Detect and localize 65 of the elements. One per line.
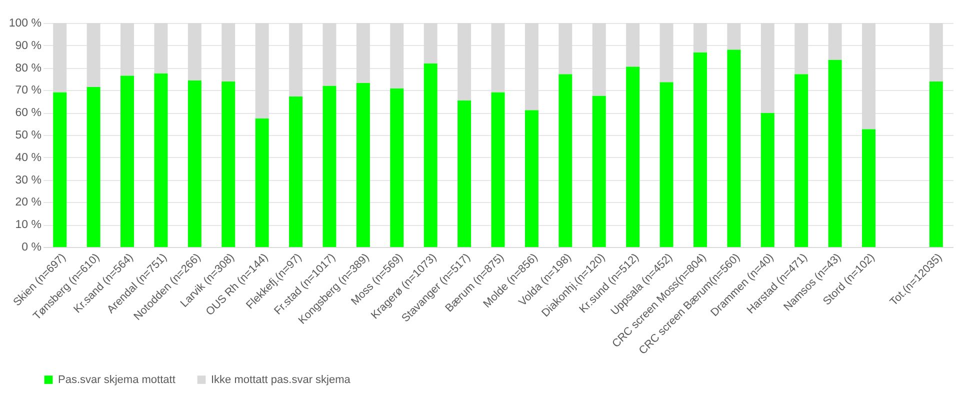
bar xyxy=(491,23,505,92)
bar xyxy=(727,23,741,50)
bar xyxy=(154,73,168,247)
bar xyxy=(390,88,404,247)
bar xyxy=(458,100,472,247)
bar xyxy=(53,92,67,247)
bar xyxy=(794,74,808,247)
bar xyxy=(188,23,202,80)
bar xyxy=(424,63,438,247)
bar xyxy=(660,23,674,82)
y-tick-label: 60 % xyxy=(15,107,42,120)
bar xyxy=(53,23,67,92)
y-tick-label: 0 % xyxy=(22,242,42,254)
bar xyxy=(760,23,774,114)
bar xyxy=(424,23,438,64)
y-tick-label: 70 % xyxy=(15,84,42,97)
bar xyxy=(760,113,774,247)
bar xyxy=(322,23,336,86)
bar xyxy=(188,80,202,247)
bar xyxy=(289,96,303,247)
bar xyxy=(524,23,538,110)
bar xyxy=(120,23,134,76)
bar xyxy=(154,23,168,74)
bar xyxy=(693,52,707,247)
bar xyxy=(390,23,404,88)
y-tick-label: 40 % xyxy=(15,152,42,164)
bar xyxy=(862,23,876,130)
bar xyxy=(862,129,876,247)
bar xyxy=(558,23,572,74)
bar xyxy=(86,23,100,87)
bar xyxy=(626,23,640,67)
y-tick-label: 30 % xyxy=(15,174,42,186)
bar xyxy=(929,81,943,247)
bar xyxy=(727,50,741,247)
bar xyxy=(491,92,505,247)
bar xyxy=(86,86,100,247)
bar xyxy=(828,60,842,247)
y-tick-label: 90 % xyxy=(15,40,42,52)
bar xyxy=(828,23,842,60)
bar xyxy=(356,23,370,84)
y-tick-label: 50 % xyxy=(15,130,42,142)
legend-label: Pas.svar skjema mottatt xyxy=(58,374,176,386)
bar xyxy=(626,66,640,247)
bar xyxy=(592,96,606,247)
bar xyxy=(120,76,134,247)
legend-label: Ikke mottatt pas.svar skjema xyxy=(211,374,352,386)
y-tick-label: 100 % xyxy=(8,18,42,30)
bar xyxy=(289,23,303,96)
bar xyxy=(794,23,808,74)
bar xyxy=(660,82,674,247)
bar xyxy=(255,118,269,247)
y-tick-label: 10 % xyxy=(15,219,42,232)
bar xyxy=(524,110,538,247)
bar xyxy=(222,23,236,82)
bar xyxy=(255,23,269,118)
bar xyxy=(222,81,236,247)
bar xyxy=(356,83,370,247)
bar xyxy=(592,23,606,96)
bar xyxy=(558,74,572,247)
bar xyxy=(929,23,943,82)
bar xyxy=(458,23,472,101)
y-tick-label: 20 % xyxy=(15,196,42,209)
bar xyxy=(322,86,336,247)
y-tick-label: 80 % xyxy=(15,62,42,74)
bar xyxy=(693,23,707,52)
